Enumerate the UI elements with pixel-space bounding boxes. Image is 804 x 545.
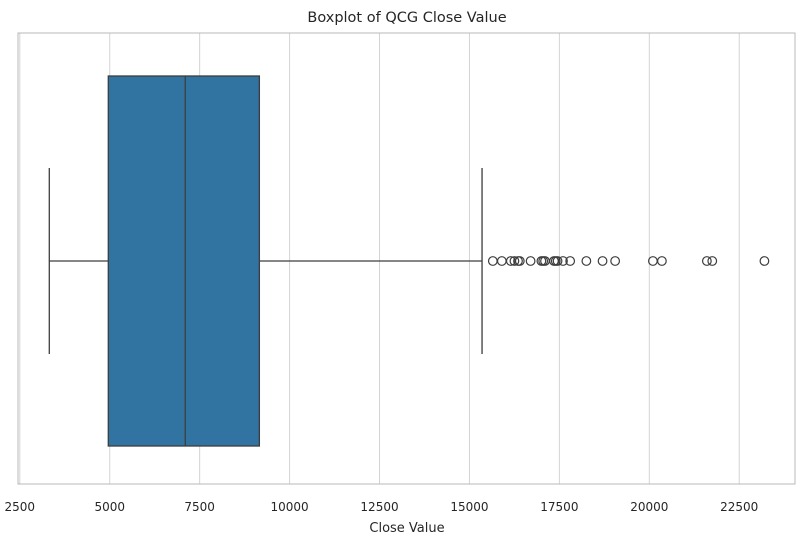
x-tick-label: 7500: [184, 500, 215, 514]
outlier-point: [597, 256, 608, 266]
outlier-point: [610, 256, 621, 266]
x-axis-label: Close Value: [369, 521, 444, 536]
outliers: [487, 256, 770, 266]
outlier-point: [558, 256, 568, 266]
chart-title: Boxplot of QCG Close Value: [307, 10, 506, 26]
outlier-point: [707, 256, 718, 266]
x-tick-label: 10000: [270, 500, 308, 514]
outlier-point: [509, 256, 520, 266]
outlier-point: [496, 256, 507, 266]
outlier-point: [487, 256, 498, 266]
outlier-point: [565, 256, 576, 266]
outlier-point: [525, 256, 536, 266]
outlier-point: [701, 256, 712, 266]
x-tick-label: 12500: [360, 500, 398, 514]
x-tick-label: 5000: [94, 500, 125, 514]
outlier-point: [514, 256, 525, 266]
x-tick-label: 22500: [720, 500, 758, 514]
outlier-point: [581, 256, 592, 266]
x-tick-label: 20000: [630, 500, 668, 514]
outlier-point: [657, 256, 667, 266]
outlier-point: [552, 256, 563, 266]
box-group: [48, 75, 483, 447]
outlier-point: [759, 256, 770, 266]
x-tick-label: 17500: [540, 500, 578, 514]
x-tick-label: 2500: [5, 500, 36, 514]
outlier-point: [648, 256, 658, 266]
x-ticks: 2500 5000 7500 10000 12500 15000 17500 20000 225…: [5, 500, 759, 514]
plot-frame: [17, 32, 796, 485]
x-tick-label: 15000: [450, 500, 488, 514]
iqr-box: [107, 75, 261, 447]
